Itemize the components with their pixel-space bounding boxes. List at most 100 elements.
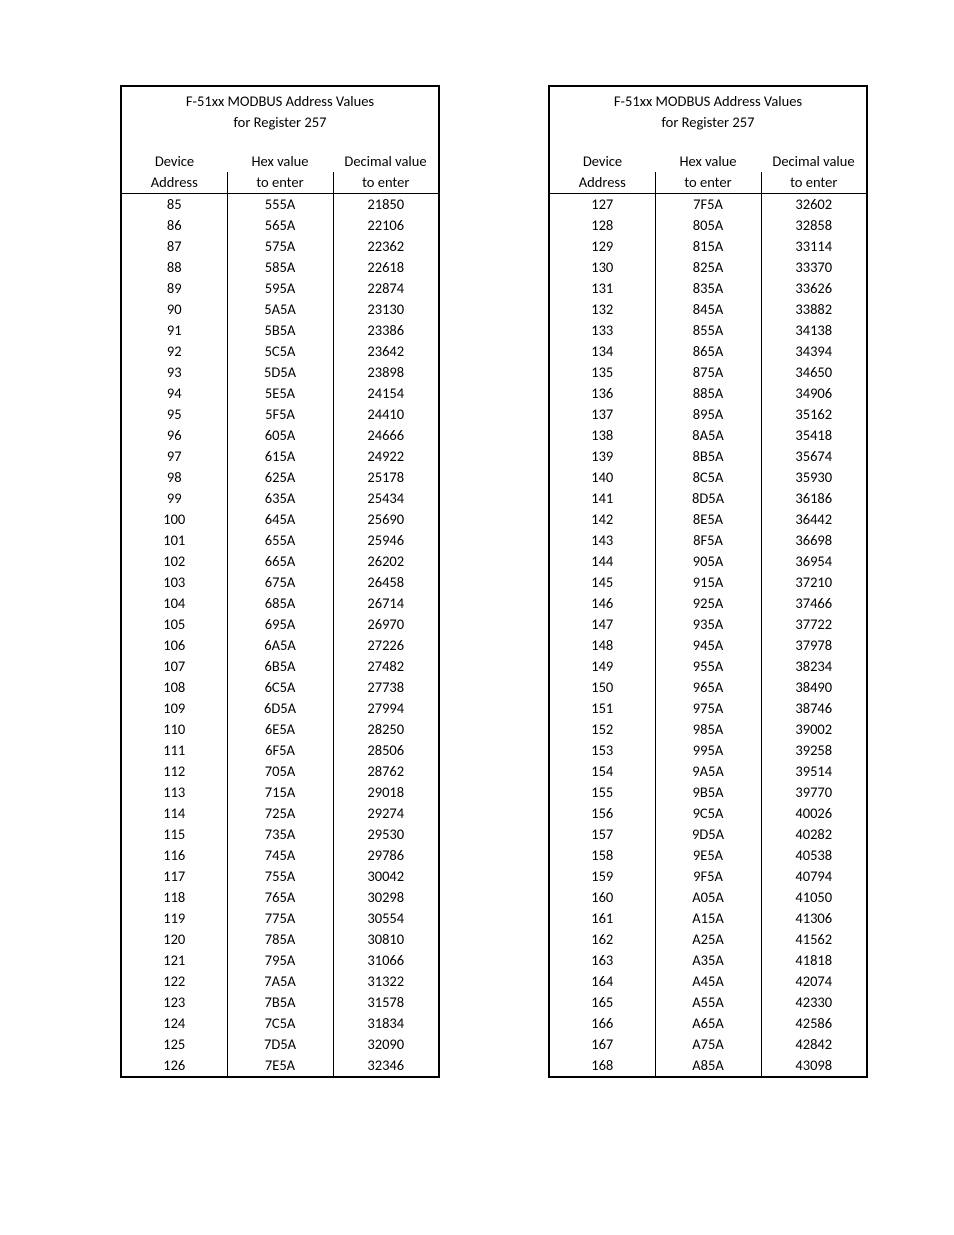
table-cell: 5A5A <box>227 299 333 320</box>
table-cell: 915A <box>655 572 761 593</box>
col-subheader: to enter <box>333 172 439 194</box>
table-cell: 22874 <box>333 278 439 299</box>
table-cell: 108 <box>121 677 227 698</box>
table-cell: 27482 <box>333 656 439 677</box>
table-cell: 111 <box>121 740 227 761</box>
table-cell: 35418 <box>761 425 867 446</box>
table-cell: 129 <box>549 236 655 257</box>
table-cell: 137 <box>549 404 655 425</box>
table-cell: 7B5A <box>227 992 333 1013</box>
table-row: 1227A5A31322 <box>121 971 439 992</box>
table-cell: 99 <box>121 488 227 509</box>
table-cell: 101 <box>121 530 227 551</box>
table-row: 98625A25178 <box>121 467 439 488</box>
table-cell: 112 <box>121 761 227 782</box>
table-row: 147935A37722 <box>549 614 867 635</box>
table-cell: 126 <box>121 1055 227 1077</box>
table-cell: 38490 <box>761 677 867 698</box>
table-cell: 9F5A <box>655 866 761 887</box>
table-cell: 123 <box>121 992 227 1013</box>
table-row: 1579D5A40282 <box>549 824 867 845</box>
table-cell: 134 <box>549 341 655 362</box>
table-cell: 785A <box>227 929 333 950</box>
table-cell: 945A <box>655 635 761 656</box>
modbus-table-right: F-51xx MODBUS Address Values for Registe… <box>548 85 868 1078</box>
table-cell: 26458 <box>333 572 439 593</box>
table-cell: 153 <box>549 740 655 761</box>
table-row: 130825A33370 <box>549 257 867 278</box>
table-row: 165A55A42330 <box>549 992 867 1013</box>
table-row: 118765A30298 <box>121 887 439 908</box>
table-cell: 38746 <box>761 698 867 719</box>
table-cell: 89 <box>121 278 227 299</box>
table-cell: 605A <box>227 425 333 446</box>
table-cell: 147 <box>549 614 655 635</box>
table-cell: 168 <box>549 1055 655 1077</box>
table-cell: 33370 <box>761 257 867 278</box>
table-cell: 28762 <box>333 761 439 782</box>
table-cell: 7F5A <box>655 194 761 216</box>
table-cell: 23898 <box>333 362 439 383</box>
table-row: 1247C5A31834 <box>121 1013 439 1034</box>
table-cell: 695A <box>227 614 333 635</box>
table-cell: 23642 <box>333 341 439 362</box>
table-cell: 133 <box>549 320 655 341</box>
table-cell: 160 <box>549 887 655 908</box>
table-cell: 93 <box>121 362 227 383</box>
table-row: 1589E5A40538 <box>549 845 867 866</box>
table-cell: 86 <box>121 215 227 236</box>
table-cell: 8C5A <box>655 467 761 488</box>
table-cell: 6C5A <box>227 677 333 698</box>
table-cell: 755A <box>227 866 333 887</box>
table-cell: 151 <box>549 698 655 719</box>
col-header: Hex value <box>227 151 333 172</box>
table-cell: 805A <box>655 215 761 236</box>
table-cell: 120 <box>121 929 227 950</box>
table-row: 150965A38490 <box>549 677 867 698</box>
table-cell: 104 <box>121 593 227 614</box>
table-cell: 33626 <box>761 278 867 299</box>
table-cell: 34394 <box>761 341 867 362</box>
table-cell: 157 <box>549 824 655 845</box>
table-cell: 95 <box>121 404 227 425</box>
col-subheader: Address <box>121 172 227 194</box>
table-title-line2: for Register 257 <box>549 112 867 133</box>
table-cell: 116 <box>121 845 227 866</box>
table-cell: 37210 <box>761 572 867 593</box>
table-row: 97615A24922 <box>121 446 439 467</box>
table-row: 1418D5A36186 <box>549 488 867 509</box>
table-cell: 35930 <box>761 467 867 488</box>
table-cell: 645A <box>227 509 333 530</box>
table-cell: 8A5A <box>655 425 761 446</box>
spacer <box>549 133 867 151</box>
table-cell: 159 <box>549 866 655 887</box>
table-cell: 855A <box>655 320 761 341</box>
table-row: 133855A34138 <box>549 320 867 341</box>
table-cell: 30042 <box>333 866 439 887</box>
table-row: 1257D5A32090 <box>121 1034 439 1055</box>
table-cell: 25946 <box>333 530 439 551</box>
table-cell: 955A <box>655 656 761 677</box>
table-cell: 114 <box>121 803 227 824</box>
table-cell: 35162 <box>761 404 867 425</box>
table-cell: A15A <box>655 908 761 929</box>
table-row: 1559B5A39770 <box>549 782 867 803</box>
table-row: 113715A29018 <box>121 782 439 803</box>
table-cell: 8F5A <box>655 530 761 551</box>
table-row: 1428E5A36442 <box>549 509 867 530</box>
table-cell: 775A <box>227 908 333 929</box>
table-cell: 103 <box>121 572 227 593</box>
table-cell: 795A <box>227 950 333 971</box>
table-cell: 144 <box>549 551 655 572</box>
table-cell: 9E5A <box>655 845 761 866</box>
table-cell: 33114 <box>761 236 867 257</box>
table-row: 153995A39258 <box>549 740 867 761</box>
table-cell: 665A <box>227 551 333 572</box>
table-row: 1408C5A35930 <box>549 467 867 488</box>
table-cell: 131 <box>549 278 655 299</box>
table-cell: 150 <box>549 677 655 698</box>
table-cell: 36954 <box>761 551 867 572</box>
table-row: 1066A5A27226 <box>121 635 439 656</box>
col-subheader: to enter <box>761 172 867 194</box>
col-header: Decimal value <box>761 151 867 172</box>
